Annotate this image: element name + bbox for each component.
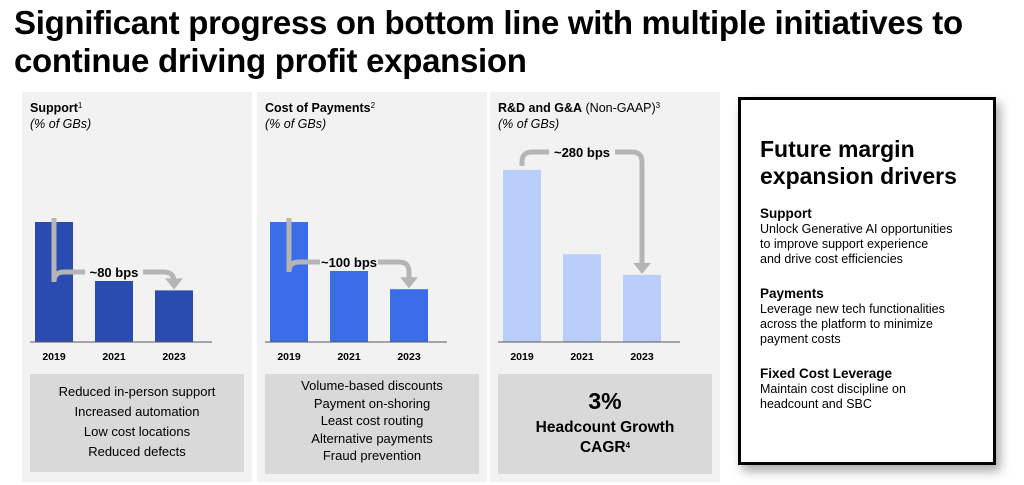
support-panel: Support1 (% of GBs) 2019 2021 2023 ~80 bps …: [22, 92, 252, 482]
bar-2023: [155, 290, 193, 342]
annotation-bg: [549, 141, 615, 161]
headcount-stat: 3% Headcount Growth CAGR4: [498, 374, 712, 474]
payments-chart: 2019 2021 2023 ~100 bps: [265, 218, 447, 363]
bar-2021: [563, 254, 601, 342]
panel-unit: (% of GBs): [498, 117, 560, 131]
driver-fixed-cost: Fixed Cost Leverage Maintain cost discip…: [760, 366, 988, 412]
footnote-marker: 3: [655, 101, 661, 110]
tick-label: 2021: [102, 351, 126, 363]
rnd-chart: 2019 2021 2023 ~280 bps: [498, 141, 680, 363]
arrow-head: [633, 262, 651, 274]
payments-panel: Cost of Payments2 (% of GBs) 2019 2021 202…: [257, 92, 487, 482]
annotation-bg: [85, 261, 143, 281]
panel-title: Cost of Payments: [265, 101, 371, 115]
note-item: Least cost routing: [320, 413, 424, 428]
stat-label: Headcount Growth CAGR4: [498, 418, 712, 458]
note-item: Increased automation: [74, 404, 200, 419]
footnote-marker: 1: [77, 101, 83, 110]
driver-payments: Payments Leverage new tech functionaliti…: [760, 286, 988, 347]
payments-notes: Volume-based discounts Payment on-shorin…: [265, 374, 479, 474]
note-item: Low cost locations: [83, 424, 191, 439]
note-item: Alternative payments: [311, 430, 433, 446]
page-title: Significant progress on bottom line with…: [14, 4, 963, 79]
bar-2019: [503, 169, 541, 342]
driver-text: across the platform to minimize: [760, 317, 933, 331]
tick-label: 2019: [510, 351, 534, 363]
annotation-bg: [320, 251, 378, 271]
driver-text: payment costs: [760, 332, 841, 346]
note-item: Payment on-shoring: [313, 395, 431, 411]
note-item: Volume-based discounts: [301, 378, 443, 393]
driver-text: to improve support experience: [760, 237, 929, 251]
bar-2021: [330, 270, 368, 342]
driver-text: Maintain cost discipline on: [760, 382, 906, 396]
driver-text: Leverage new tech functionalities: [760, 302, 945, 316]
tick-label: 2023: [162, 351, 186, 363]
driver-text: headcount and SBC: [760, 397, 872, 411]
driver-heading: Payments: [760, 286, 824, 301]
tick-label: 2021: [337, 351, 361, 363]
support-chart: 2019 2021 2023 ~80 bps: [30, 218, 212, 363]
panel-title: Support: [30, 101, 78, 115]
panel-title: R&D and G&A: [498, 101, 583, 115]
driver-text: Unlock Generative AI opportunities: [760, 222, 953, 236]
tick-label: 2019: [277, 351, 301, 363]
stat-value: 3%: [588, 388, 622, 414]
footnote-marker: 4: [625, 441, 631, 450]
note-item: Fraud prevention: [322, 448, 422, 463]
bps-annotation: ~100 bps: [321, 255, 377, 270]
drivers-title: Future margin expansion drivers: [760, 136, 957, 189]
note-item: Reduced in-person support: [58, 384, 216, 399]
stat-label-line2: CAGR: [579, 439, 626, 456]
panel-unit: (% of GBs): [30, 117, 92, 131]
tick-label: 2019: [42, 351, 66, 363]
panel-header: R&D and G&A (Non-GAAP)3 (% of GBs): [498, 100, 660, 132]
rnd-panel: R&D and G&A (Non-GAAP)3 (% of GBs) 2019 2…: [490, 92, 720, 482]
note-item: Reduced defects: [88, 444, 186, 459]
driver-support: Support Unlock Generative AI opportuniti…: [760, 206, 988, 267]
driver-heading: Support: [760, 206, 812, 221]
margin-drivers-box: Future margin expansion drivers Support …: [738, 97, 996, 465]
driver-text: and drive cost efficiencies: [760, 252, 903, 266]
arrow-head: [165, 278, 183, 290]
stat-label-line1: Headcount Growth: [535, 419, 675, 436]
driver-heading: Fixed Cost Leverage: [760, 366, 893, 381]
support-notes: Reduced in-person support Increased auto…: [30, 374, 244, 472]
tick-label: 2023: [630, 351, 654, 363]
panel-header: Support1 (% of GBs): [30, 100, 91, 132]
tick-label: 2023: [397, 351, 421, 363]
bps-annotation: ~280 bps: [554, 145, 610, 160]
tick-label: 2021: [570, 351, 594, 363]
arrow-head: [400, 277, 418, 289]
bps-annotation: ~80 bps: [90, 265, 139, 280]
footnote-marker: 2: [370, 101, 376, 110]
panel-qualifier: (Non-GAAP): [585, 101, 656, 115]
bar-2023: [623, 274, 661, 342]
bar-2023: [390, 289, 428, 342]
panel-header: Cost of Payments2 (% of GBs): [265, 100, 375, 132]
panel-unit: (% of GBs): [265, 117, 327, 131]
